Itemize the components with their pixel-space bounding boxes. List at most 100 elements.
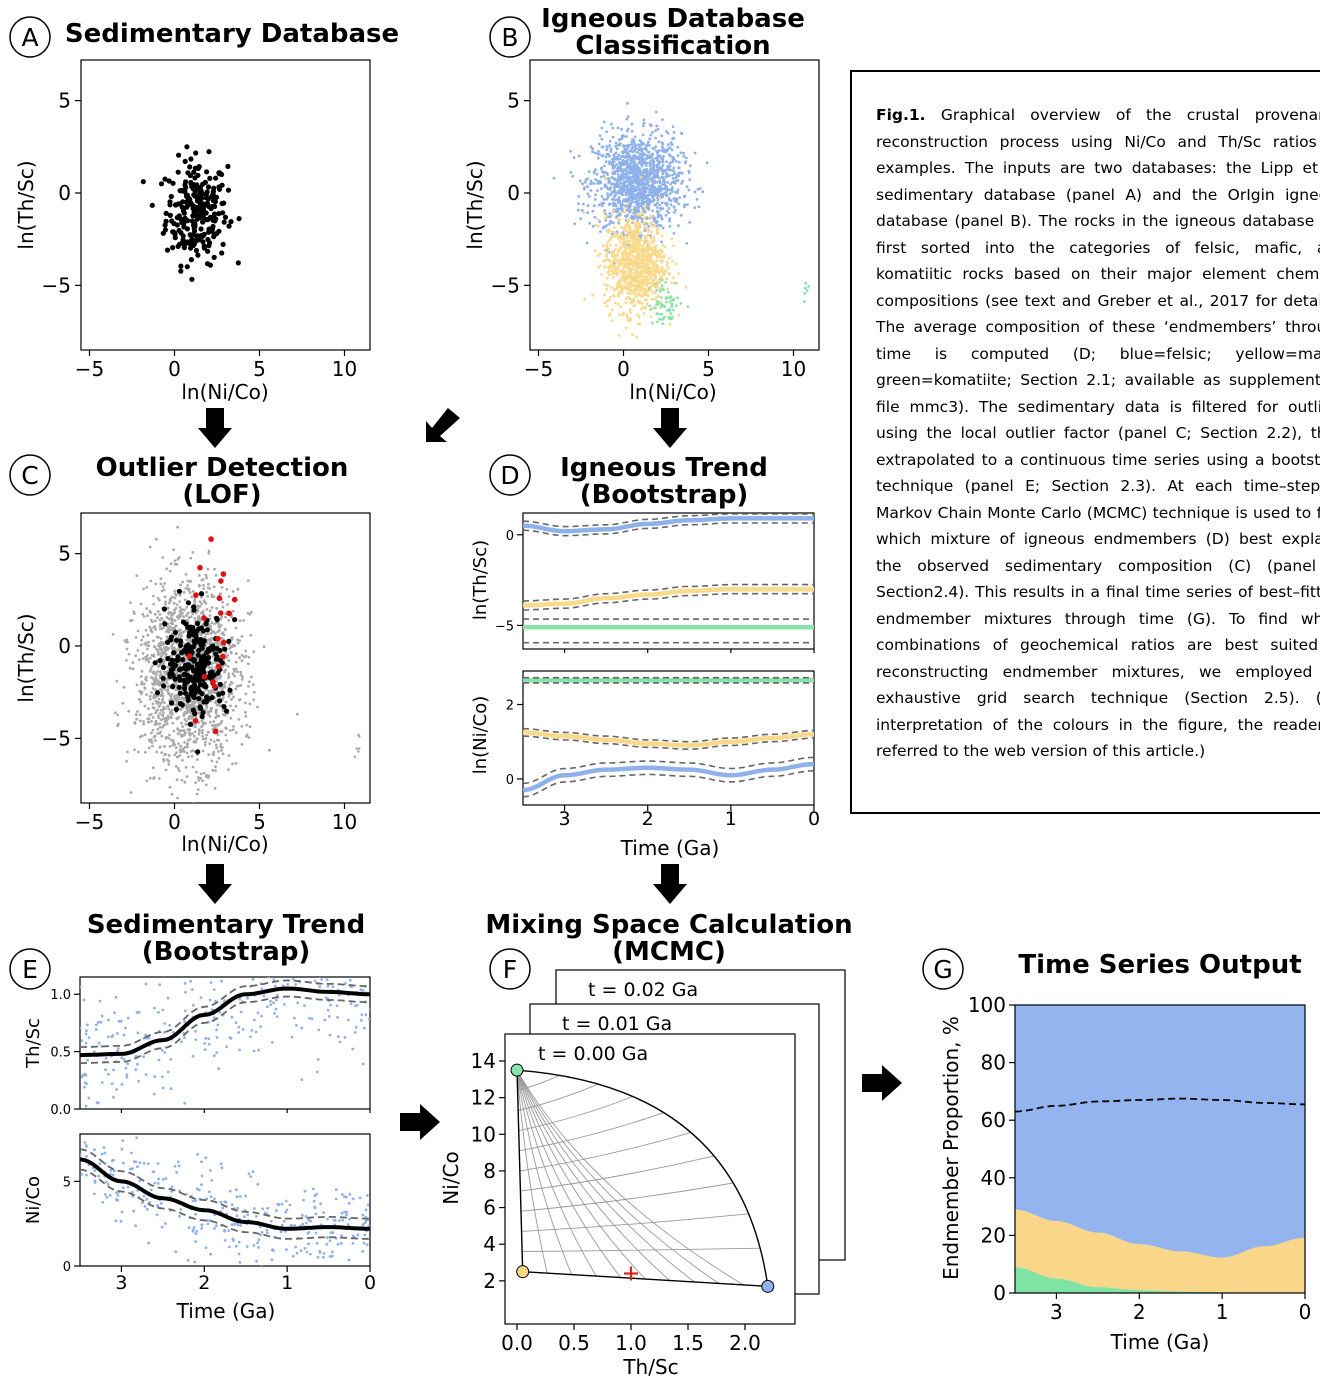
panel-c-point	[155, 537, 158, 541]
panel-a-point	[206, 149, 212, 155]
panel-a-point	[213, 175, 219, 181]
panel-e-bottom-axes	[79, 1133, 371, 1267]
panel-c-point	[216, 750, 220, 753]
panel-c-title-line1: Outlier Detection	[96, 453, 349, 483]
panel-b-point	[600, 166, 604, 170]
panel-c-point	[178, 754, 182, 757]
panel-c-point	[189, 556, 193, 560]
panel-b-title-line1: Igneous Database	[541, 4, 805, 34]
panel-c-point	[226, 603, 229, 606]
panel-c-ytick-label: 0	[58, 634, 71, 658]
panel-e-sample-point	[275, 998, 278, 1002]
panel-b-point	[617, 334, 621, 337]
panel-a-ytick-label: −5	[42, 273, 71, 297]
panel-b-point	[658, 281, 661, 285]
panel-b-point	[651, 130, 654, 134]
panel-b-point	[618, 157, 622, 161]
panel-c-point	[215, 760, 219, 764]
panel-b-point	[596, 224, 600, 228]
panel-b-point	[632, 290, 636, 294]
panel-c-point	[185, 613, 189, 617]
panel-b-point	[661, 118, 664, 121]
panel-c-point	[129, 601, 132, 605]
panel-e-sample-point	[342, 966, 345, 969]
panel-a-point	[200, 219, 206, 225]
panel-b-point	[631, 267, 635, 271]
panel-c-point	[113, 711, 117, 715]
panel-b-point	[608, 295, 612, 299]
panel-b-point	[631, 254, 635, 258]
panel-b-point	[607, 267, 611, 270]
panel-c-point	[166, 685, 170, 688]
panel-e-sample-point	[107, 1072, 110, 1076]
panel-b-point	[621, 170, 624, 174]
panel-a-point	[172, 235, 178, 241]
panel-e-sample-point	[207, 1037, 211, 1040]
panel-b-point	[643, 225, 646, 229]
panel-e-sample-point	[191, 1054, 195, 1058]
panel-c-point	[140, 669, 144, 673]
panel-c-point	[156, 708, 160, 712]
panel-c-point	[147, 721, 150, 724]
panel-a-point	[190, 182, 196, 188]
panel-c-point	[183, 598, 187, 602]
arrow-diagonal-b-to-c	[426, 408, 460, 442]
panel-e-sample-point	[80, 985, 82, 989]
panel-c-point	[230, 681, 234, 685]
panel-c-point	[142, 587, 146, 591]
panel-b-point	[679, 151, 683, 155]
panel-c-point	[244, 711, 247, 714]
panel-b-point	[627, 171, 630, 175]
panel-c-point	[148, 746, 151, 750]
panel-c-point	[220, 632, 224, 636]
panel-b-point	[619, 164, 623, 167]
panel-b-point	[683, 203, 686, 207]
panel-c-point	[155, 647, 158, 651]
panel-e-sample-point	[275, 994, 279, 997]
panel-c-point	[173, 589, 177, 593]
panel-c-point	[185, 743, 189, 746]
panel-c-point	[177, 617, 180, 620]
panel-c-point	[163, 720, 167, 723]
panel-b-point	[660, 217, 664, 220]
panel-e-sample-point	[262, 994, 266, 998]
panel-b-point	[603, 249, 606, 252]
panel-b-point	[596, 152, 600, 156]
panel-c-point	[170, 643, 174, 647]
panel-c-point	[234, 687, 238, 691]
panel-c-point	[196, 696, 202, 702]
panel-b-point	[657, 268, 661, 272]
panel-b-point	[655, 254, 659, 258]
panel-b-point	[615, 155, 619, 159]
panel-b-point	[668, 153, 671, 157]
panel-a-point	[176, 227, 182, 234]
panel-b-point	[594, 168, 597, 172]
panel-c-point	[201, 670, 207, 676]
panel-b-point	[573, 222, 576, 226]
panel-b-point	[688, 164, 692, 168]
panel-b-point	[638, 294, 642, 297]
panel-c-point	[176, 525, 180, 529]
panel-c-point	[154, 688, 157, 691]
panel-b-point	[611, 252, 615, 255]
panel-b-point	[654, 282, 658, 286]
panel-c-point	[215, 663, 222, 670]
panel-c-point	[220, 639, 227, 646]
panel-e-sample-point	[295, 1024, 298, 1027]
panel-b-point	[600, 273, 604, 277]
panel-c-point	[176, 732, 180, 736]
panel-b-point	[651, 147, 655, 150]
panel-c-point	[137, 658, 141, 661]
panel-e-sample-point	[223, 999, 227, 1003]
panel-b-point	[610, 182, 613, 186]
panel-a-letter: A	[21, 23, 38, 52]
panel-a-point	[181, 245, 187, 251]
panel-b-point	[679, 302, 683, 305]
panel-e-sample-point	[318, 977, 321, 978]
panel-b-point	[688, 220, 692, 224]
panel-b-point	[600, 187, 603, 191]
panel-b-point	[593, 215, 597, 219]
panel-c-point	[177, 677, 183, 683]
panel-d-xlabel: Time (Ga)	[620, 836, 720, 860]
panel-e-sample-point	[294, 983, 298, 986]
